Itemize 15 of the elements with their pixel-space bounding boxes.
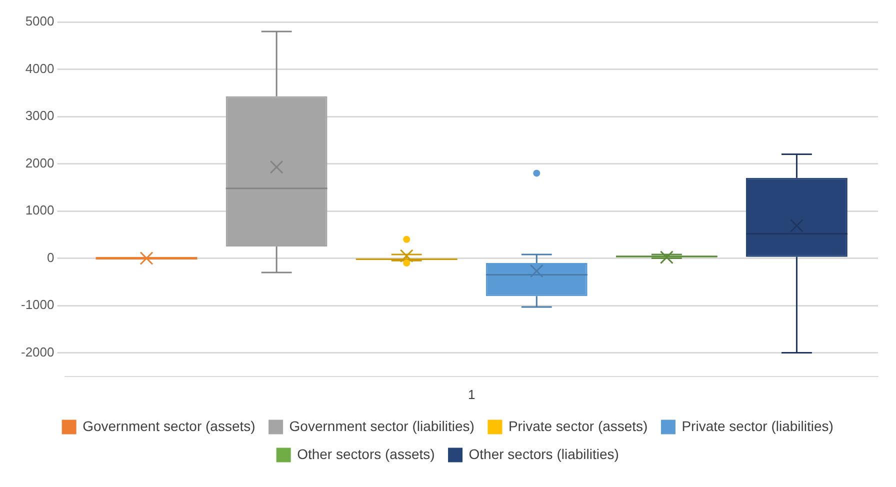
y-tick-label: 4000 <box>25 60 54 76</box>
legend-label: Private sector (assets) <box>508 418 648 434</box>
y-tick-label: 3000 <box>25 108 54 124</box>
legend-label: Private sector (liabilities) <box>682 418 834 434</box>
y-tick-label: -2000 <box>21 344 54 360</box>
legend-label: Government sector (assets) <box>82 418 256 434</box>
legend-label: Other sectors (liabilities) <box>468 446 619 462</box>
y-tick-label: -1000 <box>21 297 54 312</box>
y-tick-label: 2000 <box>25 155 54 170</box>
y-tick-label: 0 <box>47 250 54 265</box>
x-tick-label: 1 <box>468 386 476 402</box>
legend-label: Other sectors (assets) <box>297 446 435 462</box>
legend-label: Government sector (liabilities) <box>289 418 474 434</box>
y-tick-label: 5000 <box>25 14 54 29</box>
y-tick-label: 1000 <box>25 202 54 218</box>
